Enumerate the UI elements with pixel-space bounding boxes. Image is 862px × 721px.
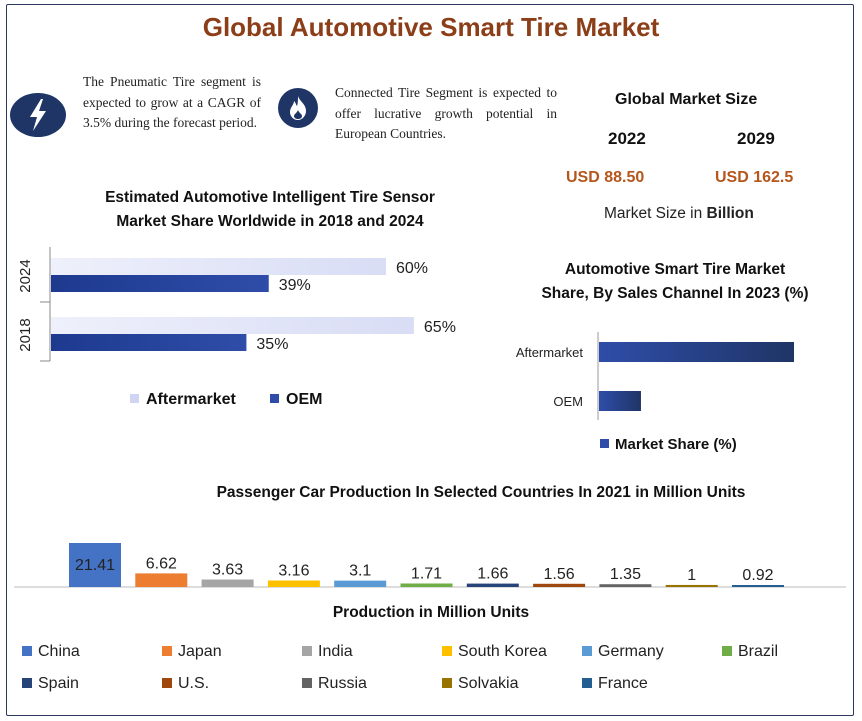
year-tick-label: 2018 xyxy=(17,318,34,351)
production-data-label: 1 xyxy=(687,567,696,584)
oem-data-label: 35% xyxy=(256,336,288,353)
oem-data-label: 39% xyxy=(279,277,311,294)
production-bar xyxy=(267,580,320,587)
market-share-bar xyxy=(599,391,641,411)
legend-label-oem: OEM xyxy=(286,391,322,408)
legend-label-aftermarket: Aftermarket xyxy=(146,391,236,408)
production-data-label: 21.41 xyxy=(75,557,115,574)
category-label: OEM xyxy=(553,394,583,409)
legend-label: Russia xyxy=(318,675,367,692)
legend-label: China xyxy=(38,643,80,660)
year-2029: 2029 xyxy=(737,129,775,148)
production-data-label: 6.62 xyxy=(146,555,177,572)
production-data-label: 1.35 xyxy=(610,566,641,583)
legend-label: Germany xyxy=(598,643,664,660)
page-title: Global Automotive Smart Tire Market xyxy=(202,12,660,42)
production-data-label: 0.92 xyxy=(742,567,773,584)
production-data-label: 1.56 xyxy=(544,566,575,583)
legend-swatch xyxy=(722,646,732,656)
lightning-icon xyxy=(10,93,66,137)
aftermarket-bar xyxy=(51,258,386,275)
aftermarket-bar xyxy=(51,317,414,334)
legend-label: South Korea xyxy=(458,643,547,660)
production-data-label: 1.66 xyxy=(477,566,508,583)
year-tick-label: 2024 xyxy=(17,259,34,292)
legend-swatch-aftermarket xyxy=(130,394,139,403)
legend-swatch xyxy=(162,678,172,688)
value-2029: USD 162.5 xyxy=(715,169,794,186)
aftermarket-data-label: 65% xyxy=(424,319,456,336)
aftermarket-data-label: 60% xyxy=(396,260,428,277)
market-size-title: Global Market Size xyxy=(615,91,758,108)
legend-swatch-oem xyxy=(270,394,279,403)
legend-label: Spain xyxy=(38,675,79,692)
sensor-chart-title: Estimated Automotive Intelligent Tire Se… xyxy=(105,189,435,230)
production-bar xyxy=(732,585,784,587)
production-bar xyxy=(334,580,387,587)
production-data-label: 1.71 xyxy=(411,565,442,582)
legend-swatch xyxy=(582,678,592,688)
legend-swatch xyxy=(22,678,32,688)
note-pneumatic: The Pneumatic Tire segment is expected t… xyxy=(83,74,261,130)
market-share-bar xyxy=(599,342,794,362)
year-2022: 2022 xyxy=(608,129,646,148)
oem-bar xyxy=(51,275,269,292)
category-label: Aftermarket xyxy=(516,345,584,360)
legend-swatch xyxy=(302,678,312,688)
legend-swatch-market-share xyxy=(600,439,609,448)
production-bar xyxy=(599,584,652,587)
market-size-unit-note: Market Size in Billion xyxy=(604,205,754,222)
legend-label: Japan xyxy=(178,643,222,660)
production-bar xyxy=(400,583,453,587)
infographic-frame xyxy=(6,4,854,716)
legend-label: France xyxy=(598,675,648,692)
production-data-label: 3.1 xyxy=(349,563,371,580)
legend-label: U.S. xyxy=(178,675,209,692)
production-bar xyxy=(135,573,188,587)
production-axis-label: Production in Million Units xyxy=(332,604,530,621)
production-bar xyxy=(533,583,586,587)
legend-label: India xyxy=(318,643,353,660)
production-bar xyxy=(69,543,121,587)
production-data-label: 3.63 xyxy=(212,562,243,579)
production-bar xyxy=(201,579,254,587)
legend-swatch xyxy=(442,646,452,656)
legend-label: Solvakia xyxy=(458,675,519,692)
legend-label: Brazil xyxy=(738,643,778,660)
legend-swatch xyxy=(442,678,452,688)
production-data-label: 3.16 xyxy=(278,563,309,580)
legend-swatch xyxy=(162,646,172,656)
production-bar xyxy=(665,584,718,587)
note-connected: Connected Tire Segment is expected to of… xyxy=(335,85,557,141)
value-2022: USD 88.50 xyxy=(566,169,645,186)
legend-swatch xyxy=(302,646,312,656)
legend-label-market-share: Market Share (%) xyxy=(615,436,737,453)
legend-swatch xyxy=(22,646,32,656)
sales-channel-chart-title: Automotive Smart Tire Market Share, By S… xyxy=(541,261,809,302)
production-bar xyxy=(466,583,519,587)
legend-swatch xyxy=(582,646,592,656)
production-chart-title: Passenger Car Production In Selected Cou… xyxy=(216,484,746,501)
fire-icon xyxy=(278,88,318,128)
oem-bar xyxy=(51,334,247,351)
